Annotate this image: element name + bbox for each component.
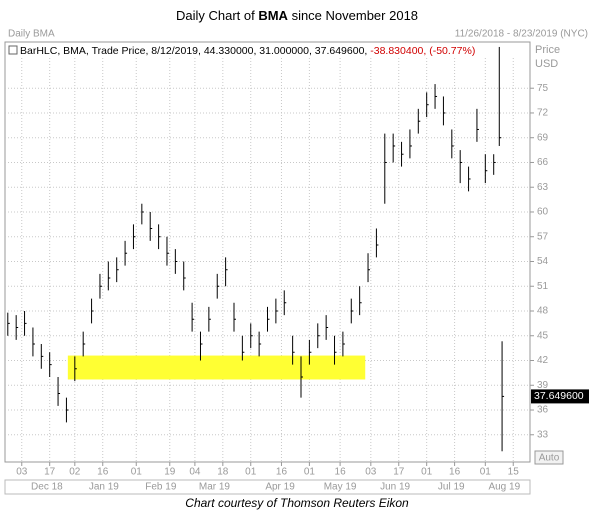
x-tick-label: 15 (508, 467, 520, 478)
x-tick-label: 02 (69, 467, 81, 478)
x-tick-label: 18 (217, 467, 229, 478)
x-tick-label: 01 (304, 467, 316, 478)
x-tick-label: 16 (97, 467, 109, 478)
last-price-box (531, 389, 589, 404)
axis-title: Price (535, 44, 560, 56)
axis-unit: USD (535, 58, 558, 70)
month-label: Jan 19 (89, 482, 119, 493)
auto-label[interactable]: Auto (539, 453, 560, 464)
y-tick-label: 72 (537, 108, 549, 119)
x-tick-label: 03 (16, 467, 28, 478)
month-band (4, 479, 531, 495)
legend-change: -38.830400, (-50.77%) (370, 45, 475, 57)
y-tick-label: 51 (537, 281, 549, 292)
month-label: Aug 19 (488, 482, 520, 493)
y-tick-label: 39 (537, 380, 549, 391)
y-tick-label: 60 (537, 207, 549, 218)
auto-button[interactable] (534, 450, 564, 465)
x-tick-label: 19 (164, 467, 176, 478)
month-label: May 19 (324, 482, 357, 493)
support-zone (67, 355, 366, 380)
month-label: Jul 19 (438, 482, 465, 493)
plot-frame (4, 41, 531, 463)
y-tick-label: 36 (537, 405, 549, 416)
y-tick-label: 48 (537, 306, 549, 317)
y-tick-label: 69 (537, 132, 549, 143)
y-tick-label: 63 (537, 182, 549, 193)
x-tick-label: 16 (276, 467, 288, 478)
y-tick-label: 33 (537, 429, 549, 440)
legend-text: BarHLC, BMA, Trade Price, 8/12/2019, 44.… (20, 45, 370, 57)
last-price-label: 37.649600 (534, 390, 584, 402)
month-label: Jun 19 (380, 482, 410, 493)
y-tick-label: 75 (537, 83, 549, 94)
title-bold: BMA (258, 8, 288, 23)
x-tick-label: 16 (449, 467, 461, 478)
y-tick-label: 66 (537, 157, 549, 168)
x-tick-label: 17 (393, 467, 405, 478)
x-tick-label: 16 (335, 467, 347, 478)
title-start: Daily Chart of (176, 8, 258, 23)
legend: BarHLC, BMA, Trade Price, 8/12/2019, 44.… (20, 45, 475, 57)
legend-icon (8, 45, 18, 55)
x-tick-label: 17 (44, 467, 56, 478)
y-tick-label: 57 (537, 231, 549, 242)
x-tick-label: 01 (245, 467, 257, 478)
x-tick-label: 01 (480, 467, 492, 478)
x-tick-label: 01 (421, 467, 433, 478)
month-label: Feb 19 (145, 482, 177, 493)
y-tick-label: 42 (537, 355, 549, 366)
month-label: Apr 19 (265, 482, 295, 493)
x-tick-label: 04 (189, 467, 201, 478)
date-range: 11/26/2018 - 8/23/2019 (NYC) (455, 29, 588, 40)
title-end: since November 2018 (288, 8, 418, 23)
chart-title: Daily Chart of BMA since November 2018 (176, 8, 418, 23)
month-label: Dec 18 (31, 482, 63, 493)
caption: Chart courtesy of Thomson Reuters Eikon (185, 496, 409, 510)
y-tick-label: 45 (537, 330, 549, 341)
x-tick-label: 03 (365, 467, 377, 478)
x-tick-label: 01 (131, 467, 143, 478)
month-label: Mar 19 (199, 482, 231, 493)
y-tick-label: 54 (537, 256, 549, 267)
panel-label: Daily BMA (8, 29, 55, 40)
